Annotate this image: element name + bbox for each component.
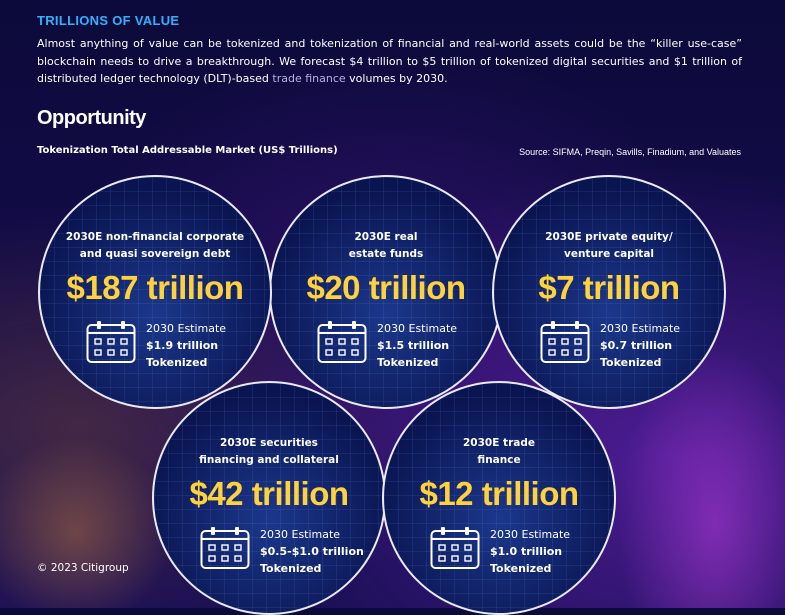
bubble-background (494, 177, 724, 407)
bubble-label-line1: 2030E trade (463, 437, 535, 449)
bubble-background (384, 383, 614, 613)
market-bubble-trade-finance: 2030E trade finance $12 trillion 2030 Es… (382, 381, 616, 615)
calendar-icon (200, 527, 250, 569)
intro-text-1: Almost anything of value can be tokenize… (37, 37, 742, 85)
bubble-label-line1: 2030E non-financial corporate (65, 231, 245, 243)
bubble-label-line2: estate funds (348, 248, 424, 260)
bubble-label-line2: and quasi sovereign debt (79, 248, 231, 260)
estimate-suffix: Tokenized (377, 356, 439, 369)
market-bubble-securities-financing: 2030E securities financing and collatera… (152, 381, 386, 615)
estimate-value: $0.5-$1.0 trillion (260, 545, 364, 558)
bubble-label-line1: 2030E securities (220, 437, 318, 449)
intro-text-2: volumes by 2030. (345, 72, 448, 85)
estimate-label: 2030 Estimate (260, 528, 341, 541)
bubble-background (271, 177, 501, 407)
bubble-label: 2030E private equity/ venture capital (514, 229, 704, 263)
estimate-block: 2030 Estimate $1.5 trillion Tokenized (271, 320, 501, 370)
estimate-text: 2030 Estimate $1.9 trillion Tokenized (146, 320, 226, 371)
calendar-icon (317, 321, 367, 363)
bubble-value: $12 trillion (419, 475, 579, 512)
copyright-notice: © 2023 Citigroup (37, 562, 129, 574)
estimate-value: $1.9 trillion (146, 339, 219, 352)
bubble-label: 2030E real estate funds (291, 229, 481, 263)
market-bubble-private-equity: 2030E private equity/ venture capital $7… (492, 175, 726, 409)
page-heading: TRILLIONS OF VALUE (37, 13, 180, 28)
estimate-value: $1.5 trillion (377, 339, 450, 352)
estimate-block: 2030 Estimate $1.9 trillion Tokenized (40, 320, 270, 370)
estimate-text: 2030 Estimate $0.5-$1.0 trillion Tokeniz… (260, 526, 364, 577)
estimate-label: 2030 Estimate (146, 322, 227, 335)
trade-finance-link[interactable]: trade finance (272, 72, 346, 85)
estimate-block: 2030 Estimate $1.0 trillion Tokenized (384, 526, 614, 576)
estimate-block: 2030 Estimate $0.5-$1.0 trillion Tokeniz… (154, 526, 384, 576)
bubble-label-line1: 2030E real (354, 231, 418, 243)
calendar-icon (540, 321, 590, 363)
section-title: Opportunity (37, 107, 146, 129)
estimate-value: $1.0 trillion (490, 545, 563, 558)
estimate-text: 2030 Estimate $1.5 trillion Tokenized (377, 320, 457, 371)
intro-paragraph: Almost anything of value can be tokenize… (37, 35, 742, 88)
bubble-label: 2030E trade finance (404, 435, 594, 469)
calendar-icon (430, 527, 480, 569)
bubble-value: $20 trillion (306, 269, 466, 306)
bubble-label: 2030E securities financing and collatera… (174, 435, 364, 469)
estimate-suffix: Tokenized (260, 562, 322, 575)
bubble-label-line2: finance (477, 454, 521, 466)
calendar-icon (86, 321, 136, 363)
estimate-text: 2030 Estimate $1.0 trillion Tokenized (490, 526, 570, 577)
estimate-label: 2030 Estimate (600, 322, 681, 335)
estimate-block: 2030 Estimate $0.7 trillion Tokenized (494, 320, 724, 370)
estimate-value: $0.7 trillion (600, 339, 673, 352)
source-note: Source: SIFMA, Preqin, Savills, Finadium… (519, 147, 741, 157)
bubble-label-line2: venture capital (563, 248, 655, 260)
estimate-suffix: Tokenized (146, 356, 208, 369)
bubble-value: $187 trillion (66, 269, 244, 306)
estimate-label: 2030 Estimate (490, 528, 571, 541)
estimate-suffix: Tokenized (490, 562, 552, 575)
bubble-background (154, 383, 384, 613)
bubble-label-line1: 2030E private equity/ (545, 231, 673, 243)
bubble-label: 2030E non-financial corporate and quasi … (60, 229, 250, 263)
bubble-background (40, 177, 270, 407)
bubble-value: $42 trillion (189, 475, 349, 512)
estimate-label: 2030 Estimate (377, 322, 458, 335)
estimate-suffix: Tokenized (600, 356, 662, 369)
bubble-label-line2: financing and collateral (199, 454, 339, 466)
chart-subtitle: Tokenization Total Addressable Market (U… (37, 145, 338, 156)
market-bubble-real-estate: 2030E real estate funds $20 trillion 203… (269, 175, 503, 409)
market-bubble-corporate-debt: 2030E non-financial corporate and quasi … (38, 175, 272, 409)
estimate-text: 2030 Estimate $0.7 trillion Tokenized (600, 320, 680, 371)
bubble-value: $7 trillion (538, 269, 680, 306)
